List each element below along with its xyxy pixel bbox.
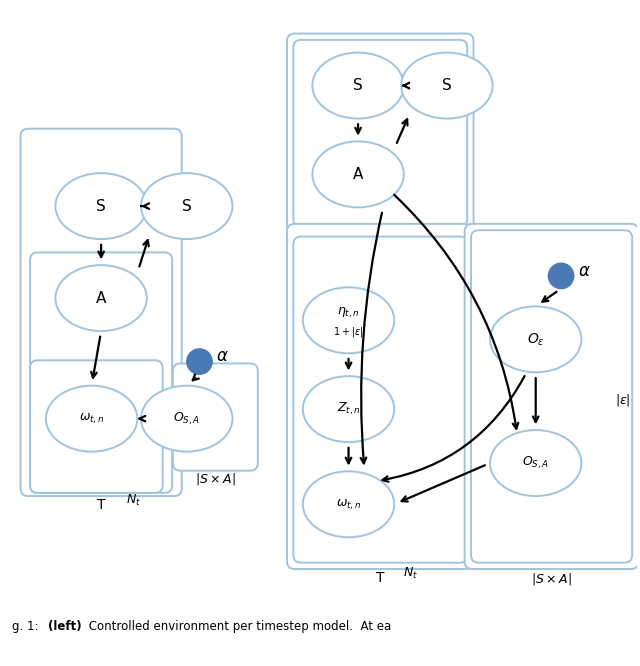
- Text: $N_t$: $N_t$: [403, 566, 419, 581]
- FancyBboxPatch shape: [293, 40, 467, 226]
- FancyBboxPatch shape: [30, 360, 163, 493]
- Text: S: S: [182, 198, 191, 214]
- Text: $|S \times A|$: $|S \times A|$: [531, 571, 572, 587]
- Text: $O_{\varepsilon}$: $O_{\varepsilon}$: [527, 331, 545, 348]
- Ellipse shape: [490, 306, 581, 372]
- Text: $|\varepsilon|$: $|\varepsilon|$: [615, 392, 631, 408]
- FancyBboxPatch shape: [287, 224, 474, 569]
- Ellipse shape: [312, 53, 404, 119]
- FancyBboxPatch shape: [20, 129, 182, 496]
- Ellipse shape: [56, 265, 147, 331]
- Ellipse shape: [141, 173, 232, 239]
- Ellipse shape: [303, 376, 394, 442]
- Text: $O_{S,A}$: $O_{S,A}$: [522, 455, 549, 472]
- Text: S: S: [96, 198, 106, 214]
- Ellipse shape: [303, 287, 394, 353]
- FancyBboxPatch shape: [465, 224, 639, 569]
- Ellipse shape: [490, 430, 581, 496]
- FancyBboxPatch shape: [287, 33, 474, 232]
- FancyBboxPatch shape: [30, 252, 172, 493]
- Ellipse shape: [303, 472, 394, 537]
- FancyBboxPatch shape: [471, 230, 632, 563]
- Text: $N_t$: $N_t$: [126, 493, 141, 508]
- Text: A: A: [353, 167, 364, 182]
- Text: $\omega_{t,n}$: $\omega_{t,n}$: [79, 412, 104, 426]
- Text: T: T: [97, 498, 106, 512]
- Text: $\omega_{t,n}$: $\omega_{t,n}$: [336, 497, 361, 511]
- Circle shape: [548, 263, 574, 288]
- Text: g. 1:: g. 1:: [12, 619, 42, 633]
- Text: $\alpha$: $\alpha$: [216, 348, 228, 366]
- Ellipse shape: [401, 53, 493, 119]
- FancyBboxPatch shape: [293, 236, 467, 563]
- Ellipse shape: [46, 386, 137, 452]
- Circle shape: [187, 349, 212, 374]
- Text: T: T: [376, 571, 385, 585]
- Text: $1+|\varepsilon|$: $1+|\varepsilon|$: [333, 325, 364, 339]
- Text: $\eta_{t,n}$: $\eta_{t,n}$: [337, 306, 360, 320]
- Text: S: S: [353, 78, 363, 93]
- FancyBboxPatch shape: [173, 364, 258, 471]
- Text: $Z_{t,n}$: $Z_{t,n}$: [337, 401, 360, 418]
- Text: $O_{S,A}$: $O_{S,A}$: [173, 410, 200, 427]
- Text: Controlled environment per timestep model.  At ea: Controlled environment per timestep mode…: [85, 619, 392, 633]
- Ellipse shape: [141, 386, 232, 452]
- Text: $|S \times A|$: $|S \times A|$: [195, 471, 236, 487]
- Text: A: A: [96, 290, 106, 306]
- Text: $\alpha$: $\alpha$: [577, 262, 590, 280]
- Ellipse shape: [56, 173, 147, 239]
- Ellipse shape: [312, 141, 404, 207]
- Text: S: S: [442, 78, 452, 93]
- Text: (left): (left): [49, 619, 82, 633]
